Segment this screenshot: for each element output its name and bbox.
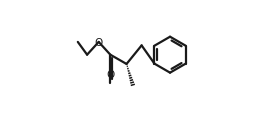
Text: O: O (106, 69, 115, 79)
Text: O: O (94, 38, 102, 48)
